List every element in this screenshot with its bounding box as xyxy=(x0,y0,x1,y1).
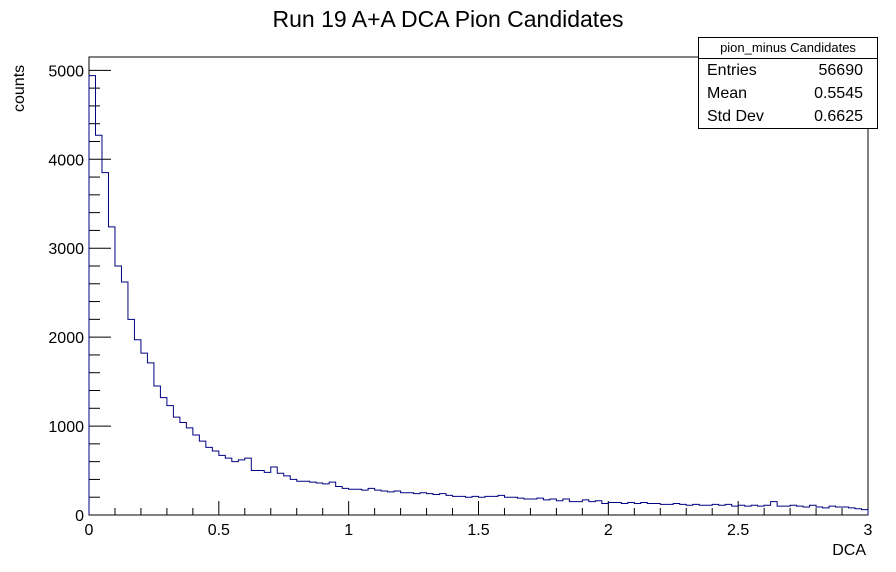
axis-tick-labels: 0 0.5 1 1.5 2 2.5 3 0 1000 2000 3000 4000 5000 xyxy=(48,63,872,539)
stats-row-mean: Mean 0.5545 xyxy=(699,82,877,105)
y-tick-label: 2000 xyxy=(48,330,84,347)
x-tick-label: 0.5 xyxy=(208,522,230,539)
stats-box: pion_minus Candidates Entries 56690 Mean… xyxy=(698,37,878,129)
x-tick-label: 3 xyxy=(864,522,873,539)
x-tick-label: 2.5 xyxy=(727,522,749,539)
x-tick-label: 2 xyxy=(604,522,613,539)
x-tick-label: 1.5 xyxy=(467,522,489,539)
stats-box-title: pion_minus Candidates xyxy=(699,38,877,59)
y-tick-label: 1000 xyxy=(48,419,84,436)
y-tick-label: 5000 xyxy=(48,63,84,80)
stats-label: Std Dev xyxy=(707,108,764,125)
x-tick-label: 0 xyxy=(85,522,94,539)
stats-value: 0.5545 xyxy=(814,85,863,102)
y-tick-label: 0 xyxy=(75,508,84,525)
stats-row-entries: Entries 56690 xyxy=(699,59,877,82)
stats-row-std-dev: Std Dev 0.6625 xyxy=(699,105,877,128)
stats-label: Mean xyxy=(707,85,748,102)
stats-value: 56690 xyxy=(818,62,864,79)
chart-title: Run 19 A+A DCA Pion Candidates xyxy=(272,6,624,32)
y-tick-label: 4000 xyxy=(48,152,84,169)
axis-ticks xyxy=(88,69,869,516)
stats-label: Entries xyxy=(707,62,757,79)
y-tick-label: 3000 xyxy=(48,241,84,258)
x-tick-label: 1 xyxy=(344,522,353,539)
histogram-line xyxy=(88,75,869,515)
x-axis-label: DCA xyxy=(832,542,866,559)
stats-value: 0.6625 xyxy=(814,108,863,125)
y-axis-label: counts xyxy=(11,65,28,112)
